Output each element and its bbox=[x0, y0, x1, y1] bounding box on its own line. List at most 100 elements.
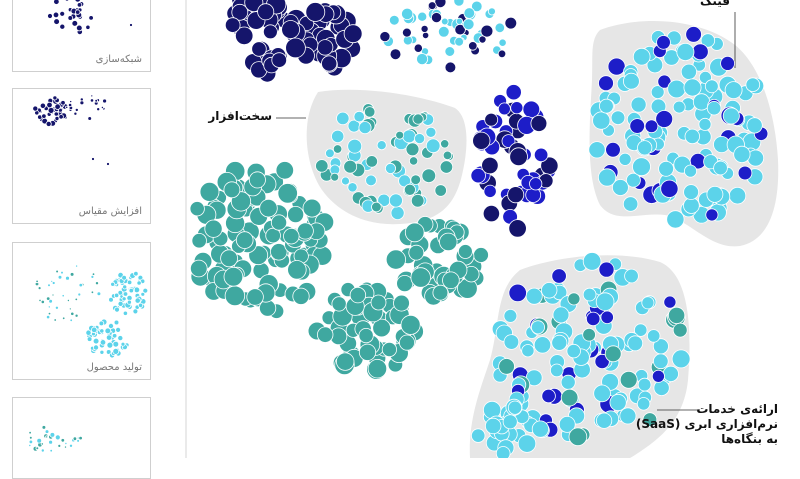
dot bbox=[533, 336, 552, 354]
dot bbox=[510, 101, 524, 115]
dot bbox=[454, 23, 466, 36]
dot bbox=[588, 141, 606, 159]
dot bbox=[234, 26, 254, 46]
dot bbox=[401, 27, 412, 38]
dot bbox=[483, 184, 497, 198]
dot bbox=[121, 274, 127, 281]
dot bbox=[85, 329, 92, 336]
dot bbox=[76, 24, 83, 32]
dot bbox=[421, 31, 430, 40]
dot bbox=[223, 266, 244, 287]
dot bbox=[662, 365, 679, 382]
dot bbox=[331, 129, 345, 143]
dot bbox=[53, 18, 60, 25]
dot bbox=[71, 20, 79, 27]
dot bbox=[605, 142, 621, 158]
mini-map bbox=[34, 264, 149, 359]
dot bbox=[379, 31, 391, 43]
panel-label: شبکه‌سازی bbox=[95, 54, 142, 65]
dot bbox=[112, 340, 120, 348]
dot bbox=[199, 181, 220, 202]
dot bbox=[425, 126, 437, 138]
dot bbox=[376, 140, 387, 151]
dot bbox=[478, 35, 487, 44]
dot bbox=[292, 287, 310, 305]
dot bbox=[89, 98, 95, 103]
dot bbox=[283, 227, 300, 245]
dot bbox=[444, 46, 456, 57]
dot bbox=[100, 105, 104, 109]
dot bbox=[78, 282, 83, 288]
dot bbox=[66, 299, 70, 303]
dot bbox=[99, 349, 105, 355]
dot bbox=[78, 435, 83, 441]
dot bbox=[439, 160, 454, 174]
dot bbox=[551, 268, 567, 284]
dot bbox=[720, 56, 735, 71]
dot bbox=[551, 334, 568, 351]
dot bbox=[365, 155, 379, 168]
dot bbox=[651, 369, 665, 383]
saas-label-line: ارائه‌ی خدمات bbox=[696, 402, 778, 416]
dot bbox=[487, 7, 496, 16]
dot bbox=[52, 95, 58, 101]
dot bbox=[430, 12, 442, 24]
dot bbox=[248, 171, 266, 189]
dot bbox=[251, 41, 267, 57]
dot bbox=[440, 139, 450, 149]
dot bbox=[87, 116, 92, 121]
dot bbox=[28, 444, 32, 448]
dot bbox=[57, 274, 63, 280]
dot bbox=[413, 43, 423, 53]
dot bbox=[691, 43, 709, 61]
dot bbox=[745, 77, 761, 92]
dot bbox=[598, 75, 614, 92]
dot bbox=[427, 1, 437, 10]
dot bbox=[189, 201, 205, 217]
dot bbox=[70, 311, 75, 316]
dot bbox=[444, 61, 457, 74]
dot bbox=[105, 334, 113, 341]
dot bbox=[46, 101, 53, 109]
dot bbox=[108, 296, 114, 303]
dot bbox=[69, 318, 73, 322]
dot bbox=[529, 177, 543, 191]
dot bbox=[332, 144, 343, 154]
dot bbox=[439, 232, 458, 252]
dot bbox=[680, 63, 698, 80]
dot bbox=[453, 0, 465, 7]
hardware-label: سخت‌افزار bbox=[208, 109, 272, 123]
dot bbox=[73, 111, 78, 116]
dot bbox=[482, 205, 500, 223]
dot bbox=[58, 114, 64, 120]
dot bbox=[46, 296, 51, 301]
dot bbox=[224, 285, 246, 307]
dot bbox=[364, 106, 376, 118]
dot bbox=[685, 26, 702, 43]
dot bbox=[68, 307, 72, 311]
dot bbox=[285, 37, 306, 59]
panel: شبکه‌سازی bbox=[12, 0, 151, 72]
dot bbox=[683, 184, 699, 201]
dot bbox=[122, 284, 128, 290]
dot bbox=[417, 11, 428, 22]
dot bbox=[663, 295, 677, 309]
dot bbox=[410, 174, 422, 186]
dot bbox=[57, 444, 62, 448]
dot bbox=[507, 400, 523, 415]
mini-map bbox=[28, 425, 83, 453]
dot bbox=[117, 335, 124, 342]
dot bbox=[246, 288, 264, 306]
dot bbox=[93, 344, 100, 351]
dot bbox=[353, 110, 365, 123]
dot bbox=[560, 388, 579, 407]
dot bbox=[90, 290, 95, 294]
dot bbox=[632, 157, 651, 177]
dot bbox=[53, 111, 59, 117]
dot bbox=[706, 185, 724, 203]
saas-label-line: به بنگاه‌ها bbox=[721, 432, 778, 446]
dot bbox=[325, 148, 335, 159]
dot bbox=[190, 259, 208, 278]
dot bbox=[111, 333, 118, 339]
dot bbox=[69, 100, 73, 104]
